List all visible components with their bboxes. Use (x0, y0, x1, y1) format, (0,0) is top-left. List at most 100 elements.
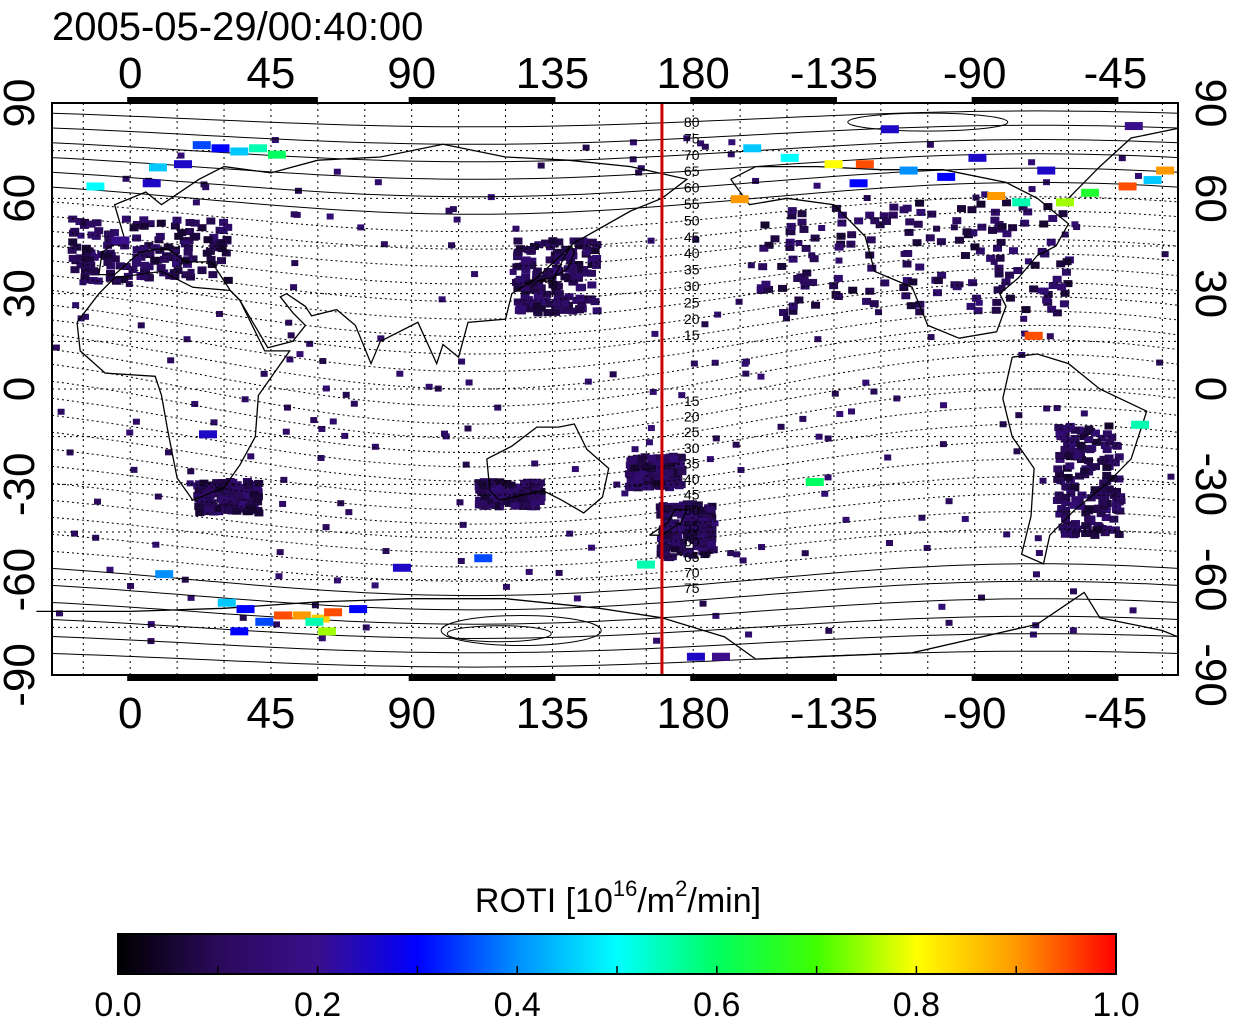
roti-cell (1005, 271, 1015, 279)
roti-cell (527, 501, 537, 509)
roti-cell (68, 238, 78, 246)
roti-cell (698, 538, 708, 546)
roti-cell (962, 228, 972, 236)
roti-cell (996, 238, 1006, 246)
right-tick-labels: 90 60 30 0 -30 -60 -90 (1186, 79, 1235, 707)
roti-cell (342, 391, 350, 398)
roti-cell (937, 271, 947, 279)
roti-cell (905, 218, 915, 226)
roti-cell (842, 516, 850, 523)
roti-cell (273, 621, 281, 628)
roti-cell (75, 254, 85, 262)
roti-cell (1039, 477, 1047, 484)
roti-cell (676, 548, 686, 556)
roti-cell (1167, 473, 1175, 480)
mlat-contour (51, 458, 1179, 511)
mlat-contour (51, 310, 1179, 373)
mlat-contour (51, 267, 1179, 320)
roti-cell (582, 249, 590, 256)
roti-cell (957, 205, 967, 213)
roti-cell (1062, 258, 1072, 266)
roti-cell (757, 373, 765, 380)
roti-marker (155, 570, 174, 579)
roti-cell (1102, 463, 1112, 471)
roti-cell (683, 531, 693, 539)
roti-cell (547, 271, 557, 279)
mlat-contour (51, 440, 1179, 497)
roti-marker (937, 172, 956, 181)
roti-cell (990, 258, 998, 265)
roti-cell (742, 358, 750, 365)
roti-cell (1055, 430, 1065, 438)
roti-cell (629, 477, 639, 485)
roti-cell (802, 269, 812, 277)
roti-cell (884, 454, 892, 461)
roti-cell (553, 248, 563, 256)
contour-label: 80 (684, 114, 700, 130)
roti-cell (1018, 203, 1028, 211)
colorbar-title: ROTI [1016/m2/min] (475, 876, 761, 920)
roti-cell (152, 541, 160, 548)
roti-cell (1073, 453, 1083, 461)
top-tick-label: 180 (656, 49, 729, 98)
roti-cell (219, 489, 229, 497)
roti-cell (977, 594, 985, 601)
roti-cell (915, 263, 925, 271)
bottom-tick-label: 90 (387, 689, 436, 738)
roti-cell (1091, 438, 1101, 446)
roti-cell (1002, 230, 1012, 238)
roti-cell (875, 309, 883, 316)
roti-cell (654, 469, 664, 477)
mlat-contour (51, 545, 1179, 582)
roti-cell (139, 222, 149, 230)
roti-cell (976, 200, 986, 208)
mlat-contour (51, 580, 1179, 611)
roti-cell (1080, 467, 1090, 475)
roti-cell (779, 308, 789, 316)
roti-cell (1043, 405, 1051, 412)
roti-cell (862, 297, 872, 305)
roti-cell (658, 525, 668, 533)
colorbar-tick-label: 0.4 (494, 986, 541, 1024)
roti-cell (75, 218, 85, 226)
contour-label: 30 (684, 440, 700, 456)
roti-cell (1070, 426, 1080, 434)
roti-cell (90, 268, 100, 276)
roti-cell (104, 259, 112, 266)
roti-cell (831, 390, 839, 397)
roti-cell (529, 479, 539, 487)
roti-cell (945, 619, 953, 626)
roti-cell (647, 454, 657, 462)
roti-cell (203, 236, 213, 244)
roti-cell (1086, 494, 1096, 502)
roti-cell (77, 232, 85, 239)
roti-cell (664, 506, 674, 514)
roti-cell (667, 523, 677, 531)
roti-cell (1054, 424, 1064, 432)
roti-cell (522, 502, 532, 510)
roti-cell (683, 550, 693, 558)
roti-cell (814, 336, 822, 343)
roti-cell (172, 260, 180, 267)
roti-cell (1020, 219, 1030, 227)
roti-cell (132, 253, 142, 261)
roti-cell (785, 243, 795, 251)
roti-cell (1090, 429, 1100, 437)
roti-cell (701, 143, 709, 150)
roti-cell (228, 489, 238, 497)
mlat-contour (51, 388, 1179, 454)
roti-cell (592, 307, 602, 315)
contour-label: 35 (684, 455, 700, 471)
roti-cell (1061, 268, 1071, 276)
roti-cell (915, 300, 925, 308)
roti-cell (893, 395, 901, 402)
roti-cell (513, 284, 523, 292)
roti-cell (132, 234, 142, 242)
roti-cell (534, 281, 544, 289)
roti-cell (788, 302, 798, 310)
roti-cell (202, 249, 212, 257)
roti-cell (86, 220, 96, 228)
colorbar-tick-label: 1.0 (1092, 986, 1139, 1024)
roti-cell (689, 528, 699, 536)
roti-cell (1084, 436, 1094, 444)
